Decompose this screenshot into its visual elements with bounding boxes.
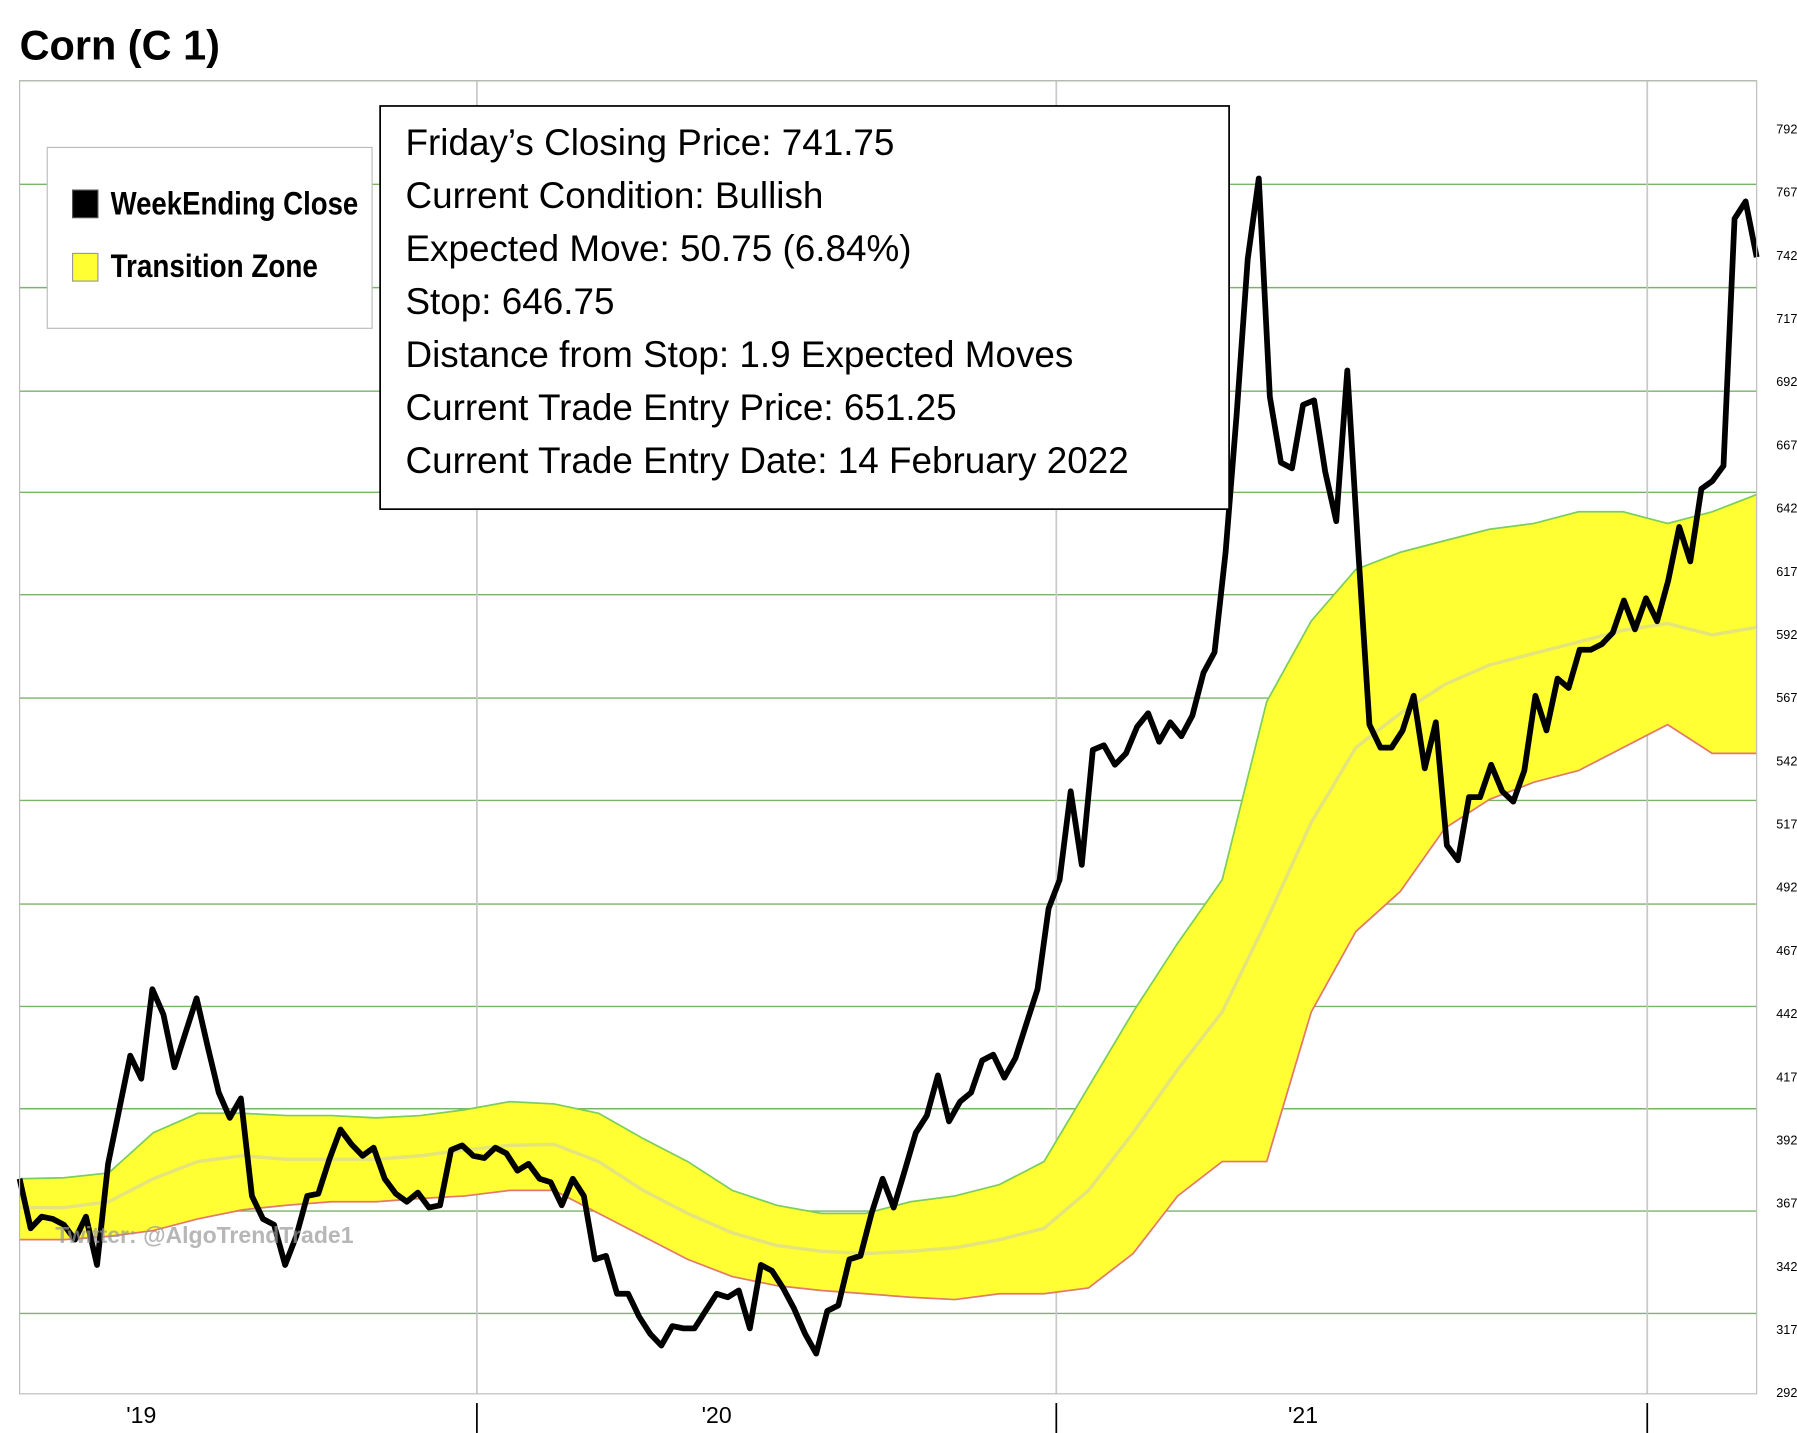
info-line: Stop: 646.75 [405, 281, 614, 322]
x-tick-label: '19 [126, 1402, 156, 1428]
zone-mid [19, 621, 1757, 1256]
y-tick-label: 567 [1776, 691, 1797, 705]
y-tick-label: 367 [1776, 1197, 1797, 1211]
y-tick-label: 617 [1776, 565, 1797, 579]
legend-box [46, 146, 373, 329]
info-line: Expected Move: 50.75 (6.84%) [405, 228, 911, 269]
y-tick-label: 492 [1776, 881, 1797, 895]
x-tick-label: '20 [702, 1402, 732, 1428]
chart-title: Corn (C 1) [20, 21, 220, 68]
legend: WeekEnding Close Transition Zone [46, 146, 373, 329]
y-tick-label: 692 [1776, 375, 1797, 389]
zone-upper [19, 493, 1757, 1215]
y-tick-label: 467 [1776, 944, 1797, 958]
info-line: Current Trade Entry Price: 651.25 [405, 387, 956, 428]
y-tick-label: 342 [1776, 1260, 1797, 1274]
plot [16, 175, 1760, 1357]
info-line: Distance from Stop: 1.9 Expected Moves [405, 334, 1073, 375]
y-tick-label: 792 [1776, 123, 1797, 137]
close-line [16, 175, 1760, 1357]
y-tick-label: 392 [1776, 1133, 1797, 1147]
y-tick-label: 717 [1776, 312, 1797, 326]
y-tick-label: 292 [1776, 1386, 1797, 1400]
y-tick-label: 642 [1776, 502, 1797, 516]
x-tick-label: '21 [1288, 1402, 1318, 1428]
info-frame [379, 105, 1230, 511]
legend-swatch [71, 252, 99, 282]
y-tick-label: 442 [1776, 1007, 1797, 1021]
y-tick-label: 742 [1776, 249, 1797, 263]
info-line: Current Trade Entry Date: 14 February 20… [405, 440, 1128, 481]
legend-swatch [71, 189, 99, 219]
y-tick-label: 542 [1776, 754, 1797, 768]
info-box: Friday’s Closing Price: 741.75 Current Co… [379, 105, 1230, 511]
watermark: Twitter: @AlgoTrendTrade1 [55, 1222, 353, 1248]
y-tick-label: 517 [1776, 818, 1797, 832]
y-tick-label: 667 [1776, 438, 1797, 452]
y-tick-label: 317 [1776, 1323, 1797, 1337]
y-tick-label: 592 [1776, 628, 1797, 642]
y-tick-label: 767 [1776, 186, 1797, 200]
legend-label: Transition Zone [111, 248, 318, 284]
info-line: Current Condition: Bullish [405, 175, 823, 216]
legend-label: WeekEnding Close [111, 186, 359, 222]
y-tick-label: 417 [1776, 1070, 1797, 1084]
info-line: Friday’s Closing Price: 741.75 [405, 122, 894, 163]
plot-frame [19, 80, 1758, 1395]
transition-zone [19, 494, 1757, 1300]
